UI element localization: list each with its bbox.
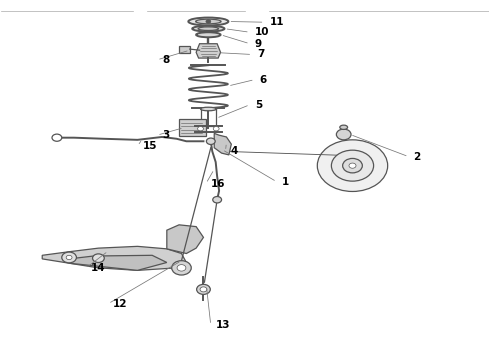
Circle shape	[66, 255, 72, 260]
Circle shape	[177, 265, 186, 271]
Circle shape	[206, 20, 211, 23]
Ellipse shape	[196, 284, 210, 294]
Ellipse shape	[198, 27, 219, 31]
Text: 4: 4	[230, 146, 238, 156]
Circle shape	[213, 197, 221, 203]
Ellipse shape	[196, 19, 221, 24]
Text: 10: 10	[255, 27, 270, 37]
Circle shape	[331, 150, 373, 181]
Text: 11: 11	[270, 17, 284, 27]
Bar	[179, 119, 206, 136]
Circle shape	[213, 127, 219, 131]
Circle shape	[172, 261, 191, 275]
Text: 14: 14	[91, 263, 106, 273]
Polygon shape	[214, 134, 231, 155]
Text: 2: 2	[414, 152, 421, 162]
Circle shape	[62, 252, 76, 263]
Circle shape	[197, 127, 203, 131]
Text: 7: 7	[257, 49, 265, 59]
Ellipse shape	[188, 18, 228, 26]
Text: 15: 15	[143, 141, 157, 151]
Circle shape	[52, 134, 62, 141]
Bar	[179, 45, 190, 53]
Circle shape	[318, 140, 388, 192]
Text: 9: 9	[255, 39, 262, 49]
Text: 3: 3	[162, 130, 169, 140]
Polygon shape	[196, 44, 220, 58]
Polygon shape	[42, 246, 186, 270]
Circle shape	[206, 138, 215, 144]
Ellipse shape	[336, 129, 351, 140]
Text: 6: 6	[260, 75, 267, 85]
Circle shape	[93, 254, 104, 262]
Ellipse shape	[200, 287, 207, 292]
Circle shape	[343, 158, 362, 173]
Circle shape	[349, 163, 356, 168]
Text: 5: 5	[255, 100, 262, 110]
Ellipse shape	[200, 107, 216, 111]
Ellipse shape	[192, 26, 224, 32]
Text: 16: 16	[211, 179, 225, 189]
Polygon shape	[167, 225, 203, 253]
Text: 1: 1	[282, 177, 289, 187]
Text: 13: 13	[216, 320, 230, 330]
Ellipse shape	[340, 125, 347, 130]
Text: 8: 8	[162, 55, 169, 65]
Text: 12: 12	[113, 299, 127, 309]
Ellipse shape	[196, 32, 220, 37]
Polygon shape	[69, 255, 167, 270]
